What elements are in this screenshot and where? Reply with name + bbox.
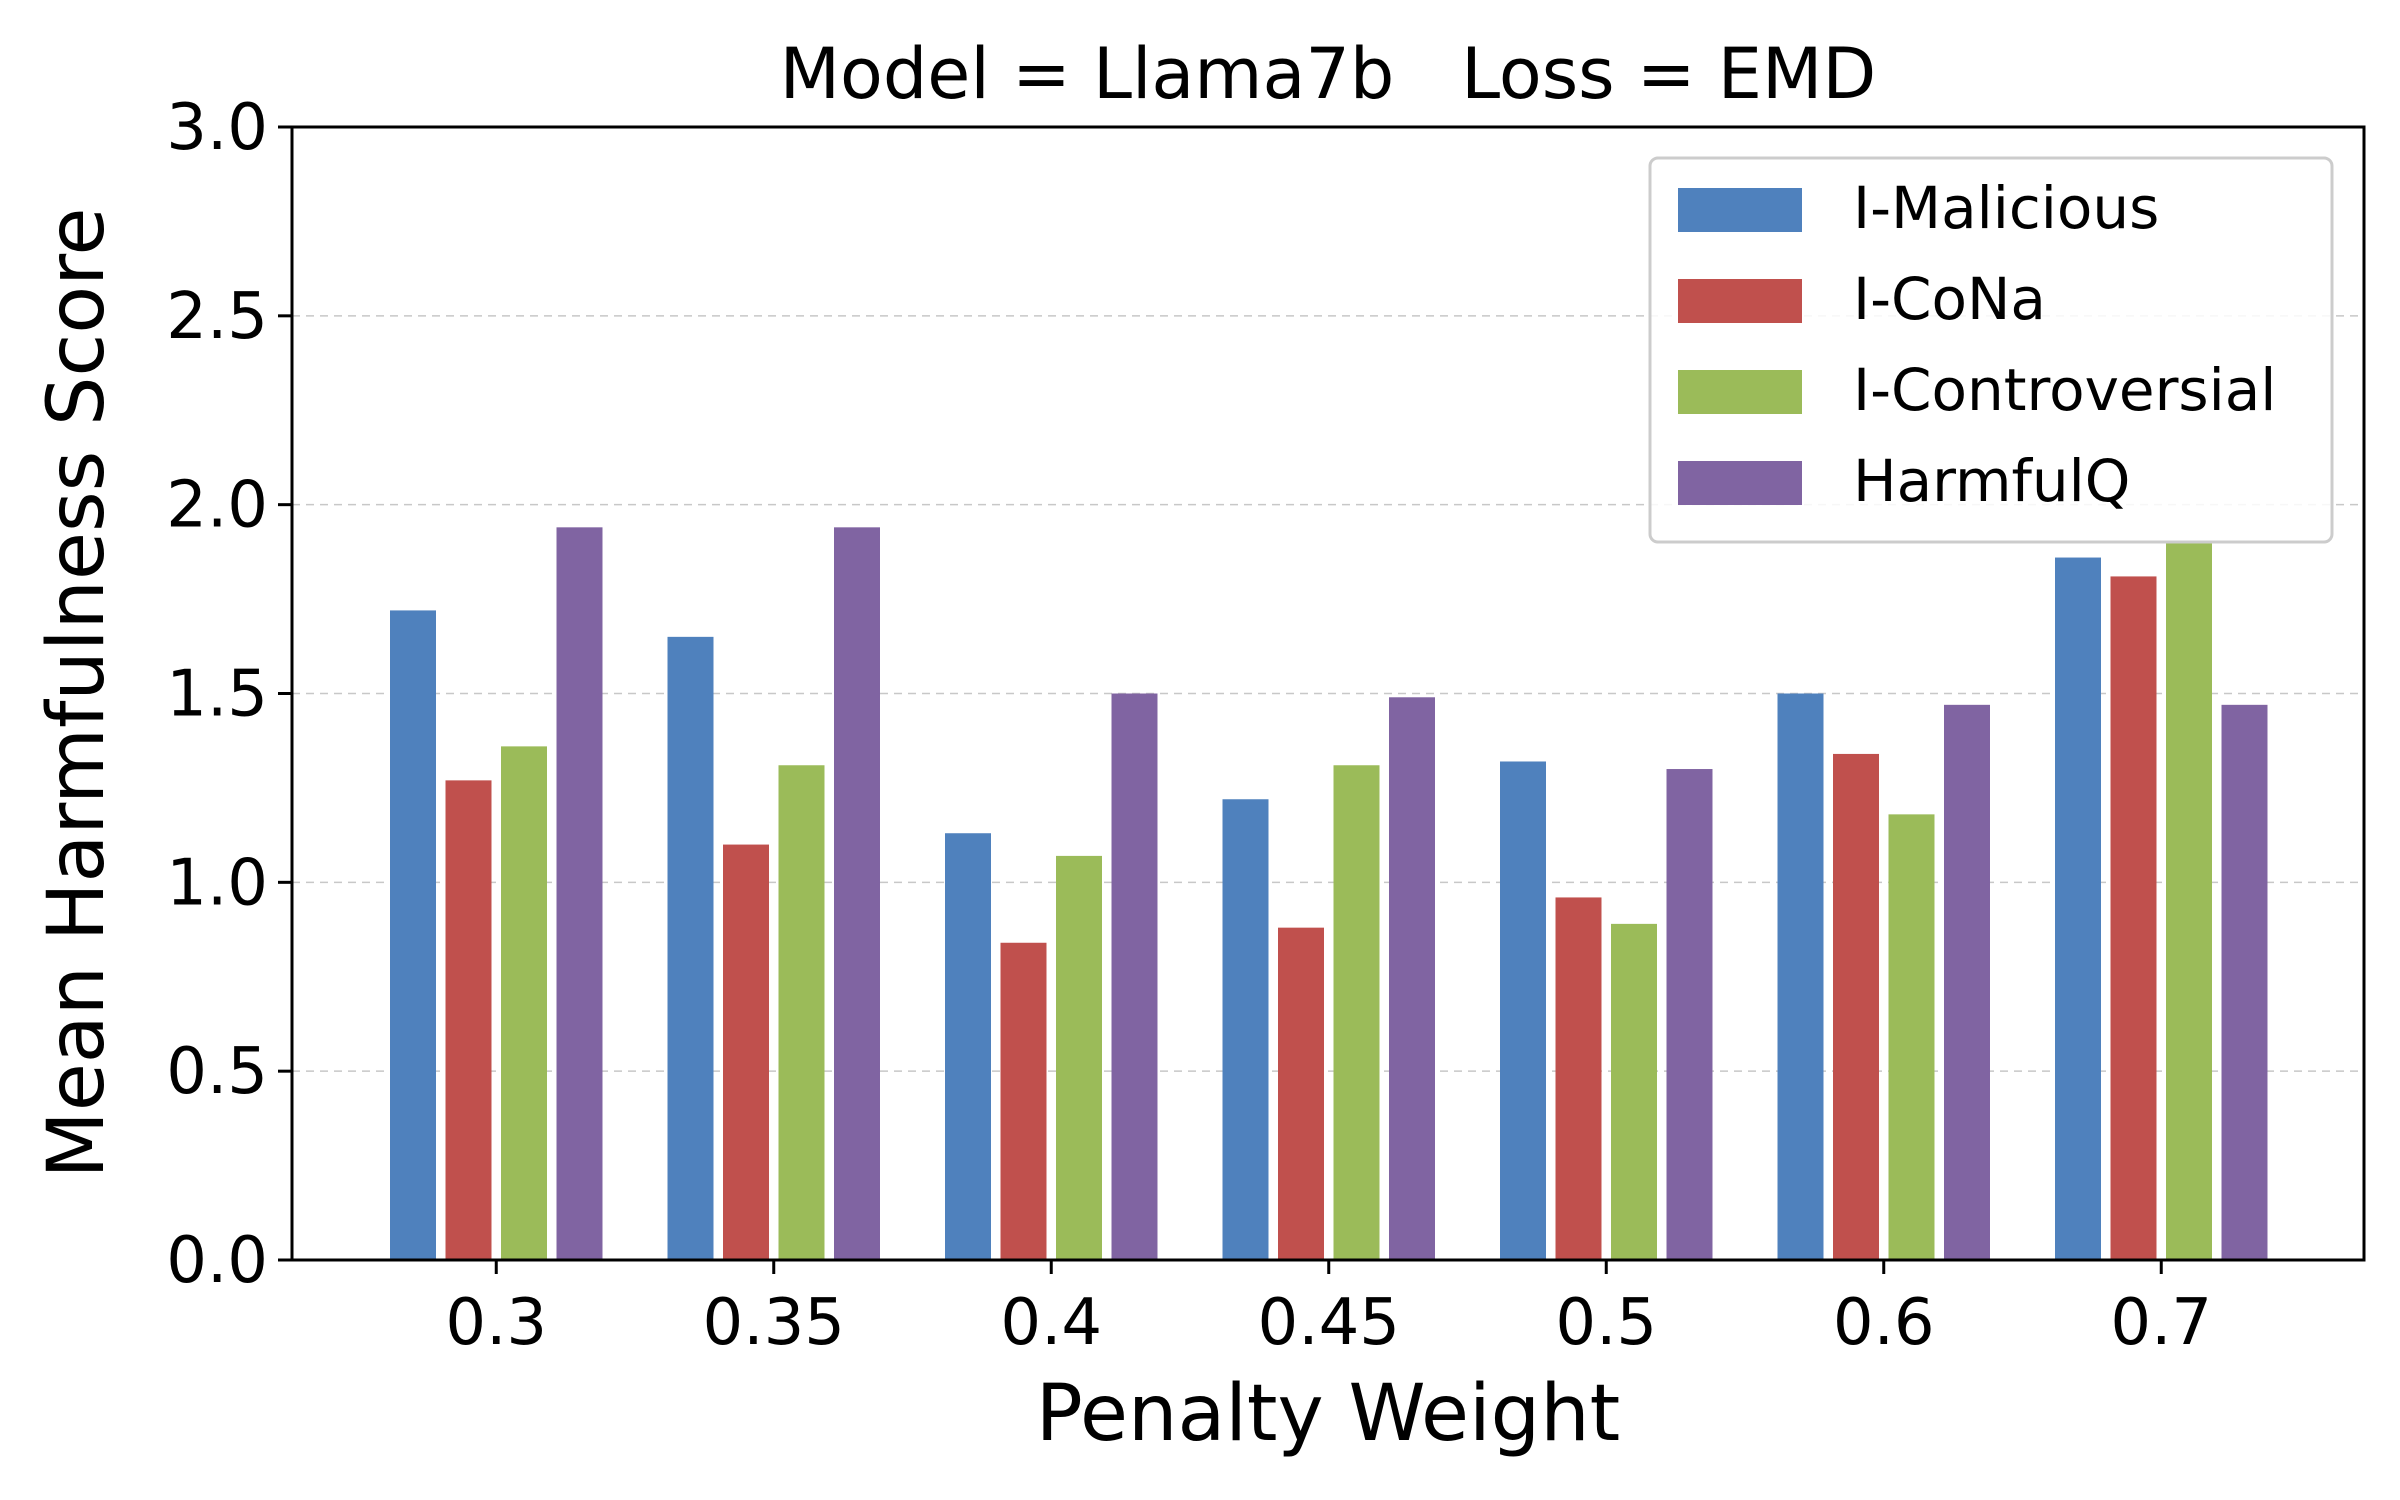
y-tick-label: 2.5 bbox=[166, 280, 268, 354]
bar-i-controversial bbox=[1333, 765, 1380, 1260]
y-axis-title: Mean Harmfulness Score bbox=[32, 208, 122, 1179]
bar-i-controversial bbox=[778, 765, 825, 1260]
bar-i-controversial bbox=[1611, 923, 1657, 1260]
x-tick-label: 0.45 bbox=[1258, 1286, 1401, 1360]
legend-label: HarmfulQ bbox=[1853, 447, 2130, 515]
bar-i-controversial bbox=[2166, 542, 2212, 1260]
x-tick-label: 0.4 bbox=[1000, 1286, 1102, 1360]
bar-layer bbox=[390, 527, 2268, 1260]
bar-i-malicious bbox=[2055, 557, 2101, 1260]
bar-i-cona bbox=[723, 844, 769, 1260]
legend: I-Malicious I-CoNa I-Controversial HarmfulQ bbox=[1648, 156, 2334, 544]
bar-i-cona bbox=[1555, 897, 1602, 1260]
y-tick-label: 1.0 bbox=[166, 846, 268, 920]
legend-label: I-Malicious bbox=[1853, 174, 2159, 242]
bar-harmfulq bbox=[1111, 693, 1158, 1260]
bar-i-malicious bbox=[945, 833, 991, 1260]
x-axis-title: Penalty Weight bbox=[1036, 1369, 1620, 1459]
legend-label: I-Controversial bbox=[1853, 356, 2276, 424]
legend-swatch bbox=[1678, 279, 1802, 323]
y-tick-label: 0.5 bbox=[166, 1035, 268, 1109]
y-tick-label: 2.0 bbox=[166, 469, 268, 543]
y-tick-label: 3.0 bbox=[166, 91, 268, 165]
tick-layer: 0.0 0.5 1.0 1.5 2.0 2.5 3.0 0.3 0.35 0.4 0.45 0.5 0.… bbox=[166, 91, 2212, 1360]
bar-harmfulq bbox=[556, 527, 603, 1260]
x-tick-label: 0.7 bbox=[2110, 1286, 2212, 1360]
x-tick-label: 0.35 bbox=[703, 1286, 846, 1360]
bar-i-cona bbox=[1278, 927, 1324, 1260]
bar-harmfulq bbox=[2221, 704, 2268, 1260]
bar-i-cona bbox=[2110, 576, 2157, 1260]
x-tick-label: 0.5 bbox=[1555, 1286, 1657, 1360]
y-tick-label: 1.5 bbox=[166, 658, 268, 732]
bar-i-malicious bbox=[1222, 799, 1269, 1260]
x-tick-label: 0.3 bbox=[445, 1286, 547, 1360]
legend-swatch bbox=[1678, 188, 1802, 232]
y-tick-label: 0.0 bbox=[166, 1224, 268, 1298]
bar-i-cona bbox=[445, 780, 492, 1260]
bar-i-controversial bbox=[1056, 855, 1102, 1260]
chart-title: Model = Llama7b Loss = EMD bbox=[780, 33, 1877, 115]
legend-frame bbox=[1648, 156, 2334, 544]
bar-harmfulq bbox=[1666, 769, 1713, 1260]
bar-i-malicious bbox=[667, 636, 714, 1260]
x-tick-label: 0.6 bbox=[1833, 1286, 1935, 1360]
legend-swatch bbox=[1678, 461, 1802, 505]
bar-i-malicious bbox=[1777, 693, 1824, 1260]
bar-harmfulq bbox=[1944, 704, 1990, 1260]
bar-i-malicious bbox=[1500, 761, 1546, 1260]
bar-i-cona bbox=[1000, 942, 1047, 1260]
legend-label: I-CoNa bbox=[1853, 265, 2046, 333]
bar-i-controversial bbox=[1888, 814, 1935, 1260]
legend-swatch bbox=[1678, 370, 1802, 414]
bar-i-controversial bbox=[501, 746, 547, 1260]
bar-harmfulq bbox=[834, 527, 880, 1260]
bar-i-malicious bbox=[390, 610, 436, 1260]
bar-harmfulq bbox=[1389, 697, 1435, 1260]
bar-i-cona bbox=[1833, 753, 1879, 1260]
